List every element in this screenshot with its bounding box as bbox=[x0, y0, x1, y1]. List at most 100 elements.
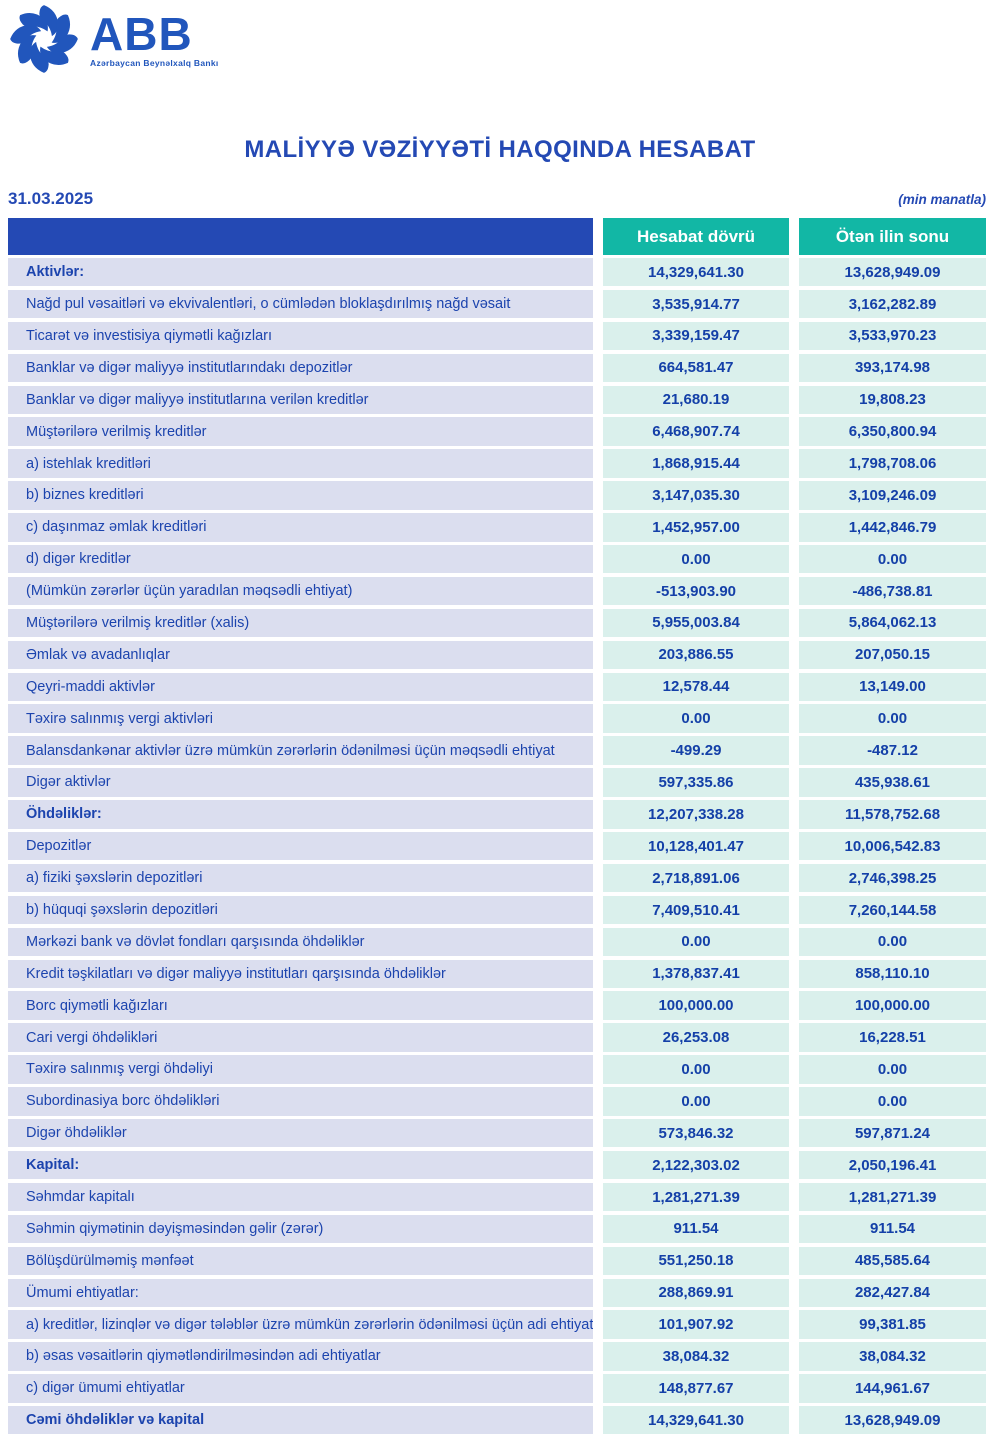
column-header-current: Hesabat dövrü bbox=[603, 218, 789, 255]
table-row: Öhdəliklər: 12,207,338.28 11,578,752.68 bbox=[8, 800, 986, 829]
row-label: c) digər ümumi ehtiyatlar bbox=[8, 1374, 593, 1403]
value-previous: 435,938.61 bbox=[799, 768, 986, 797]
value-current: 3,535,914.77 bbox=[603, 289, 789, 319]
table-header-label-cell bbox=[8, 218, 593, 255]
value-previous: -487.12 bbox=[799, 736, 986, 765]
value-previous: 0.00 bbox=[799, 927, 986, 957]
table-row: Digər öhdəliklər 573,846.32 597,871.24 bbox=[8, 1119, 986, 1148]
page-title: MALİYYƏ VƏZİYYƏTİ HAQQINDA HESABAT bbox=[244, 136, 756, 163]
table-row: b) biznes kreditləri 3,147,035.30 3,109,… bbox=[8, 481, 986, 510]
value-previous: 13,149.00 bbox=[799, 672, 986, 701]
value-current: 38,084.32 bbox=[603, 1342, 789, 1371]
value-previous: 911.54 bbox=[799, 1214, 986, 1244]
value-current: 0.00 bbox=[603, 1087, 789, 1116]
value-current: 12,207,338.28 bbox=[603, 800, 789, 829]
row-label: Aktivlər: bbox=[8, 258, 593, 287]
value-previous: 38,084.32 bbox=[799, 1342, 986, 1371]
table-row: Aktivlər: 14,329,641.30 13,628,949.09 bbox=[8, 258, 986, 287]
table-row: Nağd pul vəsaitləri və ekvivalentləri, o… bbox=[8, 289, 986, 319]
value-current: 1,281,271.39 bbox=[603, 1182, 789, 1212]
table-row: Cari vergi öhdəlikləri 26,253.08 16,228.… bbox=[8, 1023, 986, 1052]
value-previous: 19,808.23 bbox=[799, 385, 986, 414]
value-previous: 0.00 bbox=[799, 704, 986, 733]
row-label: Banklar və digər maliyyə institutlarına … bbox=[8, 385, 593, 414]
balance-sheet-table: Hesabat dövrü Ötən ilin sonu Aktivlər: 1… bbox=[8, 218, 986, 1438]
value-previous: 1,281,271.39 bbox=[799, 1182, 986, 1212]
table-row: Müştərilərə verilmiş kreditlər 6,468,907… bbox=[8, 417, 986, 446]
value-previous: 7,260,144.58 bbox=[799, 895, 986, 925]
value-current: 664,581.47 bbox=[603, 353, 789, 383]
table-header-row: Hesabat dövrü Ötən ilin sonu bbox=[8, 218, 986, 255]
row-label: Depozitlər bbox=[8, 832, 593, 861]
table-body: Aktivlər: 14,329,641.30 13,628,949.09 Na… bbox=[8, 258, 986, 1435]
row-label: Banklar və digər maliyyə institutlarında… bbox=[8, 353, 593, 383]
value-previous: 3,533,970.23 bbox=[799, 321, 986, 351]
table-row: Digər aktivlər 597,335.86 435,938.61 bbox=[8, 768, 986, 797]
row-label: Cəmi öhdəliklər və kapital bbox=[8, 1406, 593, 1435]
table-row: Qeyri-maddi aktivlər 12,578.44 13,149.00 bbox=[8, 672, 986, 701]
value-current: 3,147,035.30 bbox=[603, 481, 789, 510]
row-label: Borc qiymətli kağızları bbox=[8, 991, 593, 1020]
row-label: Kredit təşkilatları və digər maliyyə ins… bbox=[8, 959, 593, 988]
value-current: 288,869.91 bbox=[603, 1278, 789, 1307]
table-row: b) hüquqi şəxslərin depozitləri 7,409,51… bbox=[8, 895, 986, 925]
value-previous: 16,228.51 bbox=[799, 1023, 986, 1052]
row-label: Bölüşdürülməmiş mənfəət bbox=[8, 1246, 593, 1275]
value-previous: 393,174.98 bbox=[799, 353, 986, 383]
table-row: Balansdankənar aktivlər üzrə mümkün zərə… bbox=[8, 736, 986, 765]
table-row: Ticarət və investisiya qiymətli kağızlar… bbox=[8, 321, 986, 351]
row-label: Digər aktivlər bbox=[8, 768, 593, 797]
value-previous: 13,628,949.09 bbox=[799, 258, 986, 287]
table-row: Depozitlər 10,128,401.47 10,006,542.83 bbox=[8, 832, 986, 861]
value-current: 101,907.92 bbox=[603, 1310, 789, 1339]
value-previous: 282,427.84 bbox=[799, 1278, 986, 1307]
row-label: Mərkəzi bank və dövlət fondları qarşısın… bbox=[8, 927, 593, 957]
table-row: c) digər ümumi ehtiyatlar 148,877.67 144… bbox=[8, 1374, 986, 1403]
row-label: Səhmin qiymətinin dəyişməsindən gəlir (z… bbox=[8, 1214, 593, 1244]
unit-note: (min manatla) bbox=[898, 192, 986, 207]
value-current: 551,250.18 bbox=[603, 1246, 789, 1275]
value-current: 2,718,891.06 bbox=[603, 863, 789, 893]
value-current: 0.00 bbox=[603, 1055, 789, 1084]
table-row: Borc qiymətli kağızları 100,000.00 100,0… bbox=[8, 991, 986, 1020]
row-label: a) istehlak kreditləri bbox=[8, 449, 593, 478]
table-row: b) əsas vəsaitlərin qiymətləndirilməsind… bbox=[8, 1342, 986, 1371]
value-previous: 6,350,800.94 bbox=[799, 417, 986, 446]
value-previous: 207,050.15 bbox=[799, 640, 986, 670]
row-label: Səhmdar kapitalı bbox=[8, 1182, 593, 1212]
row-label: Qeyri-maddi aktivlər bbox=[8, 672, 593, 701]
table-row: Kapital: 2,122,303.02 2,050,196.41 bbox=[8, 1150, 986, 1180]
value-current: 1,868,915.44 bbox=[603, 449, 789, 478]
row-label: Müştərilərə verilmiş kreditlər (xalis) bbox=[8, 608, 593, 638]
row-label: Digər öhdəliklər bbox=[8, 1119, 593, 1148]
row-label: Cari vergi öhdəlikləri bbox=[8, 1023, 593, 1052]
value-previous: 11,578,752.68 bbox=[799, 800, 986, 829]
abb-swirl-icon bbox=[10, 5, 78, 73]
value-current: 14,329,641.30 bbox=[603, 258, 789, 287]
table-row: Ümumi ehtiyatlar: 288,869.91 282,427.84 bbox=[8, 1278, 986, 1307]
row-label: Subordinasiya borc öhdəlikləri bbox=[8, 1087, 593, 1116]
value-previous: 0.00 bbox=[799, 545, 986, 574]
value-current: 1,452,957.00 bbox=[603, 513, 789, 542]
table-row: Səhmin qiymətinin dəyişməsindən gəlir (z… bbox=[8, 1214, 986, 1244]
value-previous: 0.00 bbox=[799, 1087, 986, 1116]
value-current: 148,877.67 bbox=[603, 1374, 789, 1403]
value-previous: 99,381.85 bbox=[799, 1310, 986, 1339]
row-label: b) əsas vəsaitlərin qiymətləndirilməsind… bbox=[8, 1342, 593, 1371]
table-row: Bölüşdürülməmiş mənfəət 551,250.18 485,5… bbox=[8, 1246, 986, 1275]
report-date: 31.03.2025 bbox=[8, 189, 94, 208]
row-label: a) kreditlər, lizinqlər və digər tələblə… bbox=[8, 1310, 593, 1339]
value-current: 12,578.44 bbox=[603, 672, 789, 701]
value-previous: 3,162,282.89 bbox=[799, 289, 986, 319]
abb-wordmark: ABB bbox=[90, 8, 193, 60]
row-label: c) daşınmaz əmlak kreditləri bbox=[8, 513, 593, 542]
value-current: 2,122,303.02 bbox=[603, 1150, 789, 1180]
table-row: (Mümkün zərərlər üçün yaradılan məqsədli… bbox=[8, 576, 986, 606]
row-label: Öhdəliklər: bbox=[8, 800, 593, 829]
value-current: 6,468,907.74 bbox=[603, 417, 789, 446]
value-current: 0.00 bbox=[603, 545, 789, 574]
row-label: Ticarət və investisiya qiymətli kağızlar… bbox=[8, 321, 593, 351]
value-previous: 485,585.64 bbox=[799, 1246, 986, 1275]
value-current: 0.00 bbox=[603, 704, 789, 733]
